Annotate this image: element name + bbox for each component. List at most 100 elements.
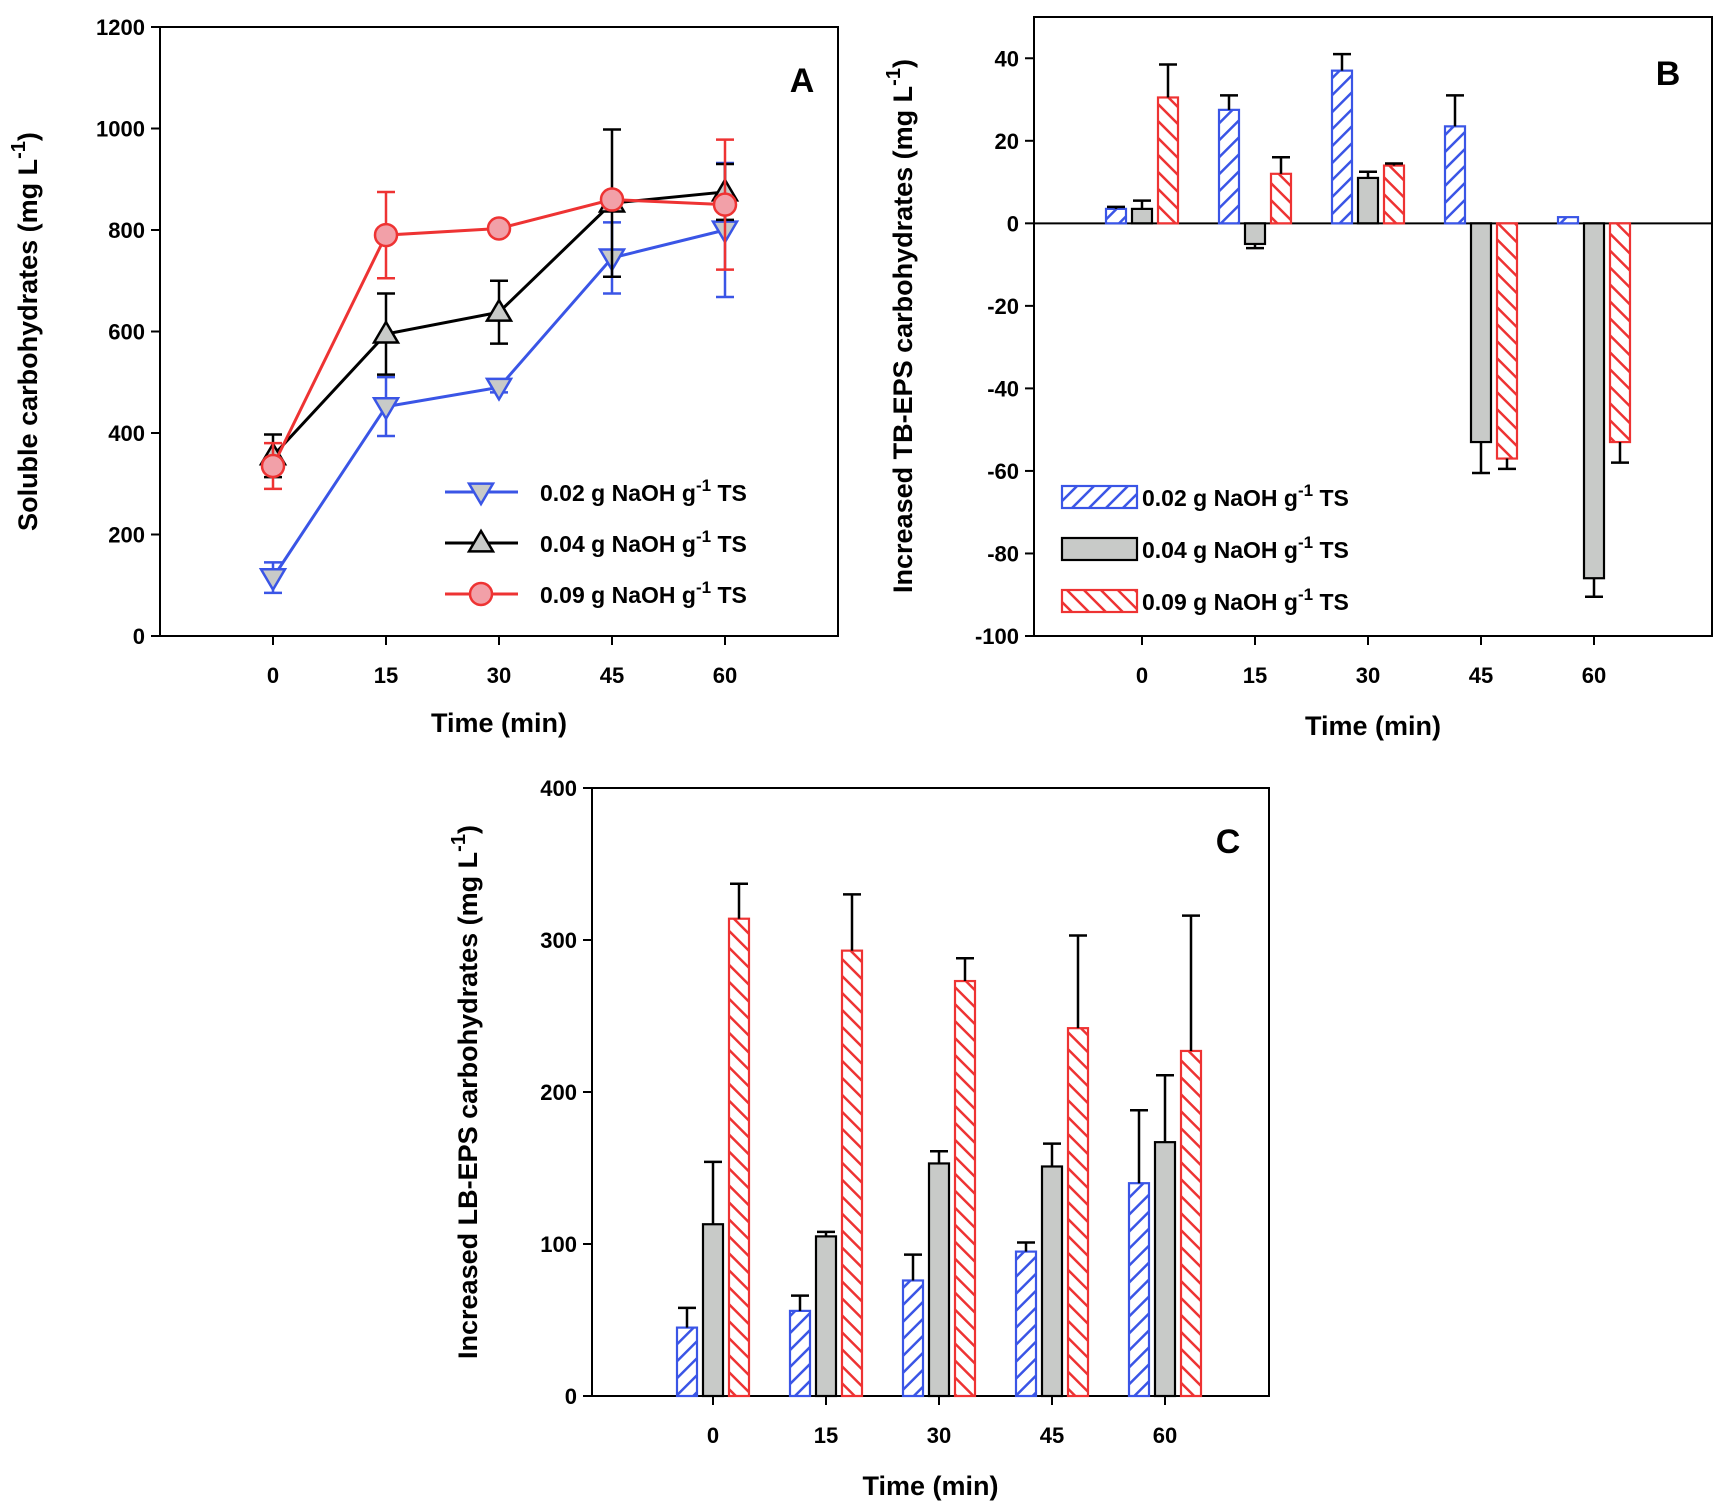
y-tick-label: 400 xyxy=(108,421,145,446)
bar xyxy=(901,1279,925,1398)
x-tick-label: 60 xyxy=(1582,663,1606,688)
bar xyxy=(701,1223,725,1398)
bar xyxy=(1217,108,1241,225)
y-tick-label: 300 xyxy=(540,928,577,953)
panel-label: B xyxy=(1656,55,1681,93)
legend-swatch xyxy=(1060,588,1139,614)
legend-label: 0.09 g NaOH g-1 TS xyxy=(1142,585,1349,615)
legend-entry: 0.02 g NaOH g-1 TS xyxy=(1060,481,1349,511)
data-point xyxy=(371,319,401,344)
y-tick-label: 1000 xyxy=(96,117,145,142)
legend-marker xyxy=(468,581,494,607)
data-point xyxy=(260,453,286,479)
data-point xyxy=(371,396,401,422)
legend-entry: 0.04 g NaOH g-1 TS xyxy=(445,527,747,557)
x-tick-label: 45 xyxy=(1040,1423,1064,1448)
bar xyxy=(1179,1049,1203,1398)
bar-series xyxy=(727,882,1203,1398)
y-tick-label: 800 xyxy=(108,218,145,243)
y-tick-label: 0 xyxy=(133,624,145,649)
y-tick-label: 20 xyxy=(995,129,1019,154)
x-tick-label: 30 xyxy=(1356,663,1380,688)
y-tick-label: 400 xyxy=(540,776,577,801)
legend-label: 0.02 g NaOH g-1 TS xyxy=(540,476,747,506)
x-tick-label: 0 xyxy=(267,663,279,688)
bar-series xyxy=(675,1108,1151,1398)
y-tick-label: -20 xyxy=(987,294,1019,319)
data-point xyxy=(484,297,514,322)
panel-a-soluble-carbohydrates: 0 200 400 600 800 1000 1200 0 15 30 45 60 Time (min)… xyxy=(8,15,839,738)
y-tick-label: 1200 xyxy=(96,15,145,40)
y-axis-title: Increased LB-EPS carbohydrates (mg L-1) xyxy=(448,825,483,1359)
bar xyxy=(1156,96,1180,225)
bar xyxy=(814,1235,838,1398)
data-point xyxy=(258,567,288,593)
x-tick-label: 60 xyxy=(1153,1423,1177,1448)
legend-label: 0.02 g NaOH g-1 TS xyxy=(1142,481,1349,511)
y-tick-label: -60 xyxy=(987,459,1019,484)
legend-entry: 0.09 g NaOH g-1 TS xyxy=(445,578,747,608)
bar xyxy=(1495,222,1519,460)
y-tick-label: -80 xyxy=(987,541,1019,566)
y-tick-label: 0 xyxy=(1007,211,1019,236)
y-tick-label: 200 xyxy=(540,1080,577,1105)
legend-label: 0.09 g NaOH g-1 TS xyxy=(540,578,747,608)
panel-b-tb-eps-carbohydrates: -100 -80 -60 -40 -20 0 20 40 0 15 30 45 60 Time (min)… xyxy=(883,16,1713,741)
bar xyxy=(1356,176,1380,225)
bar-series xyxy=(701,1074,1177,1398)
y-tick-label: -100 xyxy=(975,624,1019,649)
bar xyxy=(1243,222,1267,246)
data-point xyxy=(484,377,514,402)
data-point xyxy=(486,216,512,241)
legend-marker xyxy=(466,528,496,553)
legend-marker xyxy=(466,482,496,507)
data-point xyxy=(373,222,399,248)
bar xyxy=(1153,1141,1177,1398)
bar xyxy=(1014,1250,1038,1398)
bar xyxy=(1066,1027,1090,1398)
panel-label: A xyxy=(790,62,815,100)
x-tick-label: 45 xyxy=(600,663,624,688)
panel-c-lb-eps-carbohydrates: 0 100 200 300 400 0 15 30 45 60 Time (min) Increase… xyxy=(448,776,1270,1501)
bar xyxy=(927,1162,951,1398)
legend-label: 0.04 g NaOH g-1 TS xyxy=(1142,533,1349,563)
legend-swatch xyxy=(1060,536,1139,562)
panel-label: C xyxy=(1216,823,1241,861)
x-tick-label: 45 xyxy=(1469,663,1493,688)
bar xyxy=(675,1326,699,1398)
legend-entry: 0.02 g NaOH g-1 TS xyxy=(445,476,747,507)
bar xyxy=(1130,207,1154,225)
y-tick-label: 100 xyxy=(540,1232,577,1257)
x-tick-label: 30 xyxy=(487,663,511,688)
legend-swatch xyxy=(1060,484,1139,510)
x-tick-label: 60 xyxy=(713,663,737,688)
y-tick-label: 600 xyxy=(108,320,145,345)
bar xyxy=(1127,1182,1151,1398)
bar xyxy=(1269,172,1293,225)
plot-frame xyxy=(1033,16,1713,637)
y-tick-label: 40 xyxy=(995,46,1019,71)
bar xyxy=(1104,207,1128,225)
y-tick-label: 200 xyxy=(108,523,145,548)
x-tick-label: 30 xyxy=(927,1423,951,1448)
x-tick-label: 15 xyxy=(374,663,398,688)
bar xyxy=(788,1309,812,1398)
bar xyxy=(1582,222,1606,580)
x-axis-title: Time (min) xyxy=(862,1471,998,1501)
bar xyxy=(1469,222,1493,444)
x-tick-label: 15 xyxy=(1243,663,1267,688)
legend-entry: 0.09 g NaOH g-1 TS xyxy=(1060,585,1349,615)
bar-series xyxy=(1156,63,1632,471)
series-line xyxy=(260,138,738,491)
y-axis-title: Soluble carbohydrates (mg L-1) xyxy=(8,132,43,531)
series-line xyxy=(258,128,740,479)
bar xyxy=(1040,1165,1064,1398)
x-axis-title: Time (min) xyxy=(431,708,567,738)
x-tick-label: 0 xyxy=(1136,663,1148,688)
y-axis-title: Increased TB-EPS carbohydrates (mg L-1) xyxy=(883,59,918,593)
y-tick-label: 0 xyxy=(565,1384,577,1409)
data-point xyxy=(599,187,625,212)
bar xyxy=(1443,125,1467,225)
bar xyxy=(1382,164,1406,225)
